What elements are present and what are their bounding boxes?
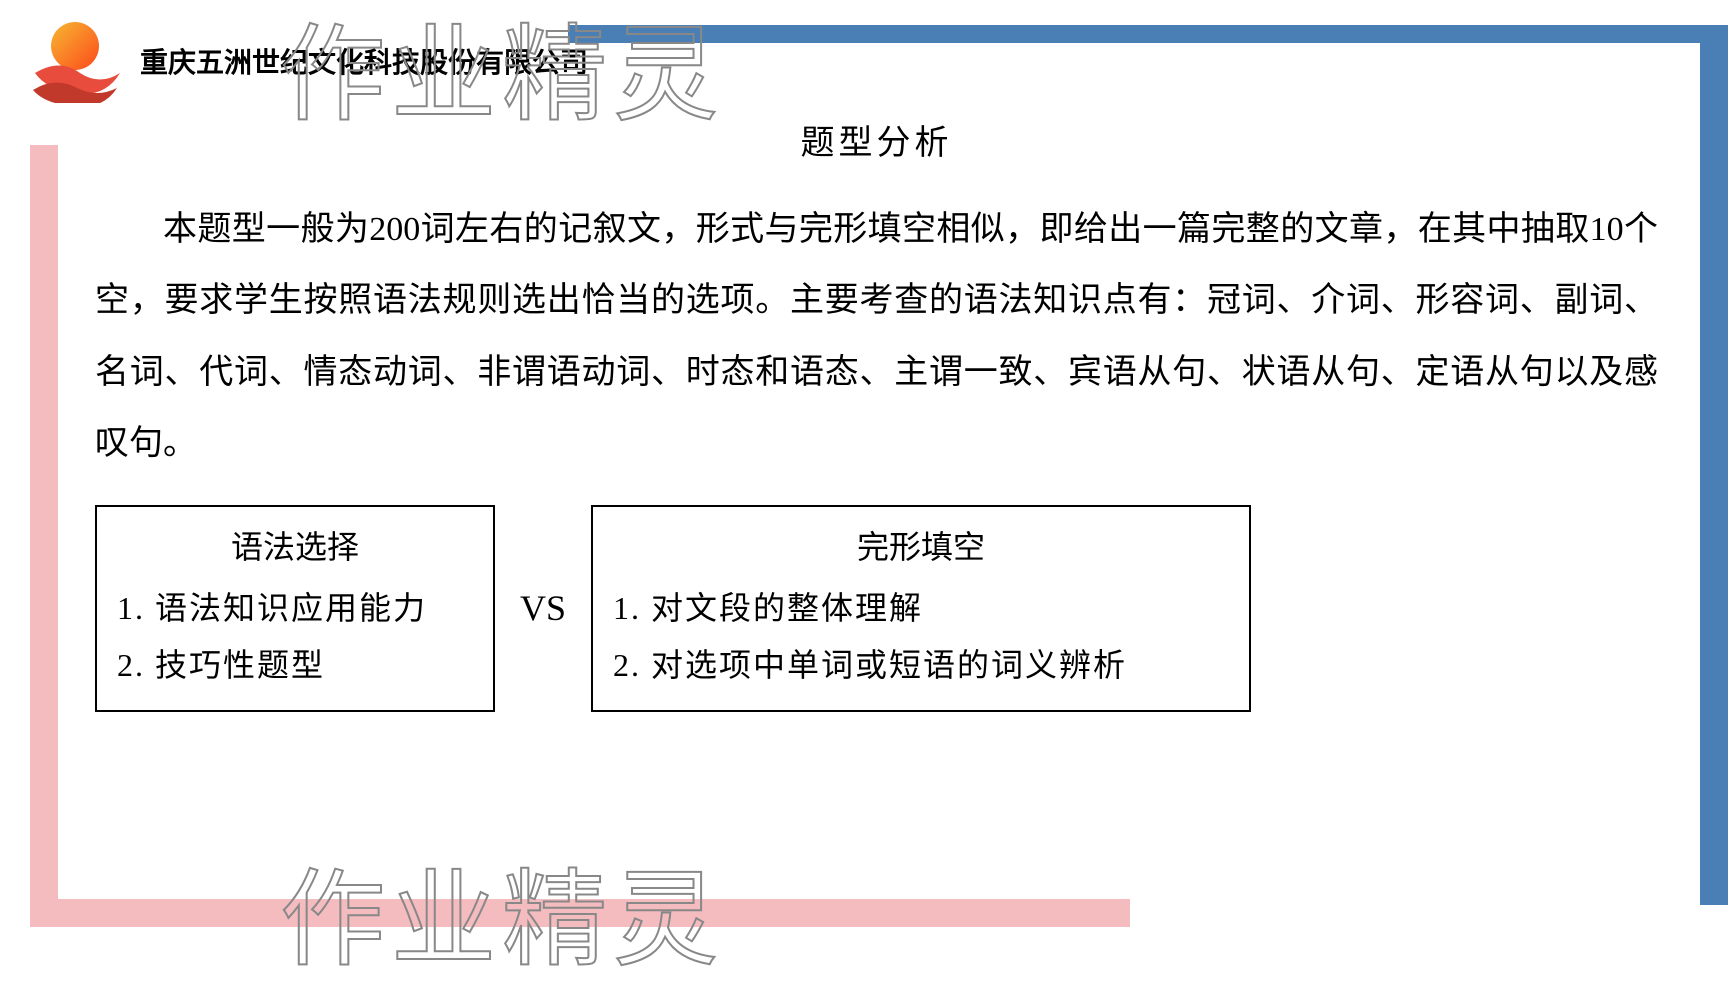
comparison-box-left: 语法选择 1. 语法知识应用能力 2. 技巧性题型 <box>95 505 495 712</box>
comparison-box-right: 完形填空 1. 对文段的整体理解 2. 对选项中单词或短语的词义辨析 <box>591 505 1251 712</box>
company-logo-icon <box>25 18 125 103</box>
right-blue-bar <box>1700 25 1728 905</box>
slide-content: 题型分析 本题型一般为200词左右的记叙文，形式与完形填空相似，即给出一篇完整的… <box>95 115 1658 712</box>
box-left-item-1: 1. 语法知识应用能力 <box>117 580 473 638</box>
slide-title: 题型分析 <box>95 115 1658 164</box>
box-right-title: 完形填空 <box>613 522 1229 568</box>
header: 重庆五洲世纪文化科技股份有限公司 <box>0 18 1728 103</box>
body-paragraph: 本题型一般为200词左右的记叙文，形式与完形填空相似，即给出一篇完整的文章，在其… <box>95 194 1658 480</box>
box-left-item-2: 2. 技巧性题型 <box>117 637 473 695</box>
comparison-row: 语法选择 1. 语法知识应用能力 2. 技巧性题型 VS 完形填空 1. 对文段… <box>95 505 1658 712</box>
company-name: 重庆五洲世纪文化科技股份有限公司 <box>140 41 588 81</box>
bottom-pink-bar <box>30 899 1130 927</box>
box-right-item-2: 2. 对选项中单词或短语的词义辨析 <box>613 637 1229 695</box>
box-left-title: 语法选择 <box>117 522 473 568</box>
left-pink-bar <box>30 145 58 905</box>
box-right-item-1: 1. 对文段的整体理解 <box>613 580 1229 638</box>
vs-label: VS <box>520 587 566 629</box>
